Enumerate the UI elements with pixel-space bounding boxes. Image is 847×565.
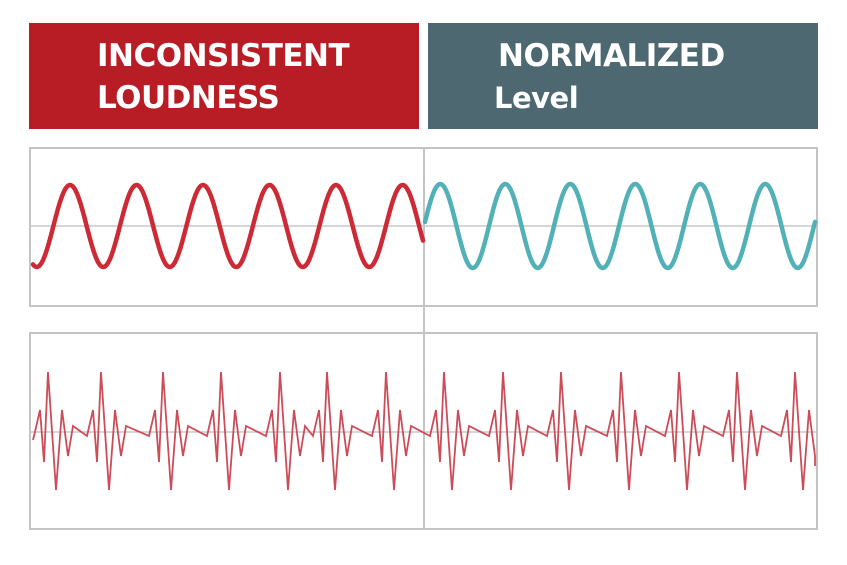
header-left-line2: LOUDNESS bbox=[97, 80, 280, 116]
header-left-line1: INCONSISTENT bbox=[97, 38, 350, 74]
inconsistent-loudness-header: INCONSISTENT LOUDNESS bbox=[29, 23, 419, 129]
header-right-line1: NORMALIZED bbox=[498, 38, 725, 74]
normalized-level-header: NORMALIZED Level bbox=[428, 23, 818, 129]
left-sine-wave bbox=[30, 182, 426, 270]
right-sine-wave bbox=[422, 181, 818, 271]
header-right-line2: Level bbox=[494, 81, 579, 115]
bottom-spiky-wave bbox=[32, 371, 816, 491]
